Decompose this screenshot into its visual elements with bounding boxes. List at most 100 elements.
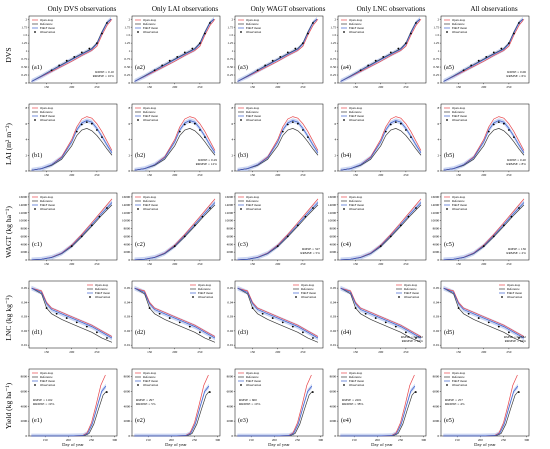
y-tick-label: 0 xyxy=(335,258,337,262)
observation-point xyxy=(183,235,186,238)
y-tick-label: 4 xyxy=(335,138,337,142)
panel-label: (e1) xyxy=(32,417,42,424)
x-tick-label: 250 xyxy=(192,438,197,442)
observation-point xyxy=(518,22,520,24)
legend-label: Open-loop xyxy=(301,283,315,287)
x-tick-label: 200 xyxy=(275,85,280,89)
observation-point xyxy=(101,32,103,35)
y-tick-label: 4 xyxy=(26,138,28,142)
x-tick-label: 250 xyxy=(295,438,300,442)
observation-point xyxy=(497,325,500,328)
x-tick-label: 200 xyxy=(169,438,174,442)
y-tick-label: 14000 xyxy=(431,203,440,207)
y-tick-label: 2000 xyxy=(21,419,28,423)
x-tick-label: 200 xyxy=(69,262,74,266)
enkf-uncertainty-band xyxy=(31,118,112,171)
observation-point xyxy=(279,55,282,58)
legend-label: Observation xyxy=(301,295,317,299)
observation-point xyxy=(364,312,367,315)
y-tick-label: 8000 xyxy=(433,375,440,379)
open-loop-line xyxy=(340,287,422,337)
observation-point xyxy=(497,121,500,124)
y-tick-label: 12000 xyxy=(225,211,234,215)
legend-label: Reference xyxy=(143,110,156,114)
observation-point xyxy=(296,122,299,125)
observation-point xyxy=(45,307,48,309)
x-tick-label: 250 xyxy=(94,262,99,266)
observation-point xyxy=(397,47,400,50)
y-tick-label: 4 xyxy=(129,138,131,142)
stat-text: RMSE = 600 xyxy=(239,398,257,402)
x-tick-label: 250 xyxy=(300,350,305,354)
legend-label: Reference xyxy=(301,287,314,291)
panel-label: (b4) xyxy=(341,152,351,159)
y-tick-label: 0.01 xyxy=(227,343,233,347)
x-tick-label: 150 xyxy=(456,173,461,177)
legend-label: Reference xyxy=(246,375,259,379)
y-tick-label: 16000 xyxy=(431,195,440,199)
axes-frame xyxy=(131,192,221,261)
observation-point xyxy=(399,224,402,227)
x-tick-label: 150 xyxy=(44,173,49,177)
y-tick-label: 6000 xyxy=(330,234,337,238)
observation-point xyxy=(507,331,510,334)
enkf-mean-line xyxy=(134,385,210,437)
enkf-uncertainty-band xyxy=(237,16,317,84)
observation-point xyxy=(188,121,191,124)
stat-text: RMSE = 0.0032 xyxy=(401,335,423,339)
enkf-mean-line xyxy=(237,287,319,339)
y-tick-label: 0.04 xyxy=(330,300,336,304)
legend-label: Observation xyxy=(143,118,159,122)
legend-label: EnKF mean xyxy=(452,26,467,30)
legend-label: Observation xyxy=(40,118,56,122)
observation-point xyxy=(367,64,370,67)
panel-c3: 0 2000 4000 6000 8000 10000 12000 14000 16000 150… xyxy=(225,192,324,266)
observation-point xyxy=(168,317,171,319)
observation-point xyxy=(105,391,108,393)
panel-e4: 0 2000 4000 6000 8000 150 200 250 300 Open-loopRe… xyxy=(330,368,427,447)
observation-point xyxy=(271,317,274,319)
observation-point xyxy=(296,224,299,227)
legend-label: EnKF mean xyxy=(143,379,158,383)
axes-frame xyxy=(337,103,427,172)
open-loop-line xyxy=(134,287,216,337)
y-tick-label: 0.02 xyxy=(227,329,233,333)
y-tick-label: 8000 xyxy=(124,227,131,231)
enkf-uncertainty-band xyxy=(134,200,215,260)
stat-text: RRMSE = 10% xyxy=(402,339,423,343)
y-tick-label: 0.50 xyxy=(21,65,27,69)
x-tick-label: 200 xyxy=(378,262,383,266)
y-tick-label: 1.25 xyxy=(124,41,130,45)
y-tick-label: 1.25 xyxy=(433,41,439,45)
y-tick-label: 0.05 xyxy=(21,286,27,290)
enkf-uncertainty-band xyxy=(31,16,111,84)
stat-text: RMSE = 327 xyxy=(302,247,320,251)
x-tick-label: 300 xyxy=(318,438,323,442)
stat-text: RMSE = 257 xyxy=(445,398,463,402)
x-tick-label: 250 xyxy=(403,85,408,89)
y-tick-label: 0.50 xyxy=(330,65,336,69)
y-tick-label: 1 xyxy=(129,49,131,53)
y-tick-label: 6000 xyxy=(227,389,234,393)
x-tick-label: 150 xyxy=(44,350,49,354)
legend-label: Open-loop xyxy=(143,195,157,199)
observation-point xyxy=(148,307,151,309)
observation-point xyxy=(410,32,412,35)
column-title-lai: Only LAI observations xyxy=(152,5,218,13)
reference-line xyxy=(134,287,216,343)
x-tick-label: 250 xyxy=(506,173,511,177)
legend-label: Open-loop xyxy=(95,283,109,287)
y-tick-label: 6 xyxy=(26,122,28,126)
x-tick-label: 150 xyxy=(44,262,49,266)
legend-swatch-marker xyxy=(137,31,139,33)
axes-frame xyxy=(131,103,221,172)
x-tick-label: 200 xyxy=(66,438,71,442)
y-tick-label: 0.75 xyxy=(433,57,439,61)
y-tick-label: 0 xyxy=(335,169,337,173)
legend-label: Reference xyxy=(452,110,465,114)
observation-point xyxy=(507,129,510,131)
observation-point xyxy=(281,321,284,324)
y-tick-label: 4000 xyxy=(227,242,234,246)
